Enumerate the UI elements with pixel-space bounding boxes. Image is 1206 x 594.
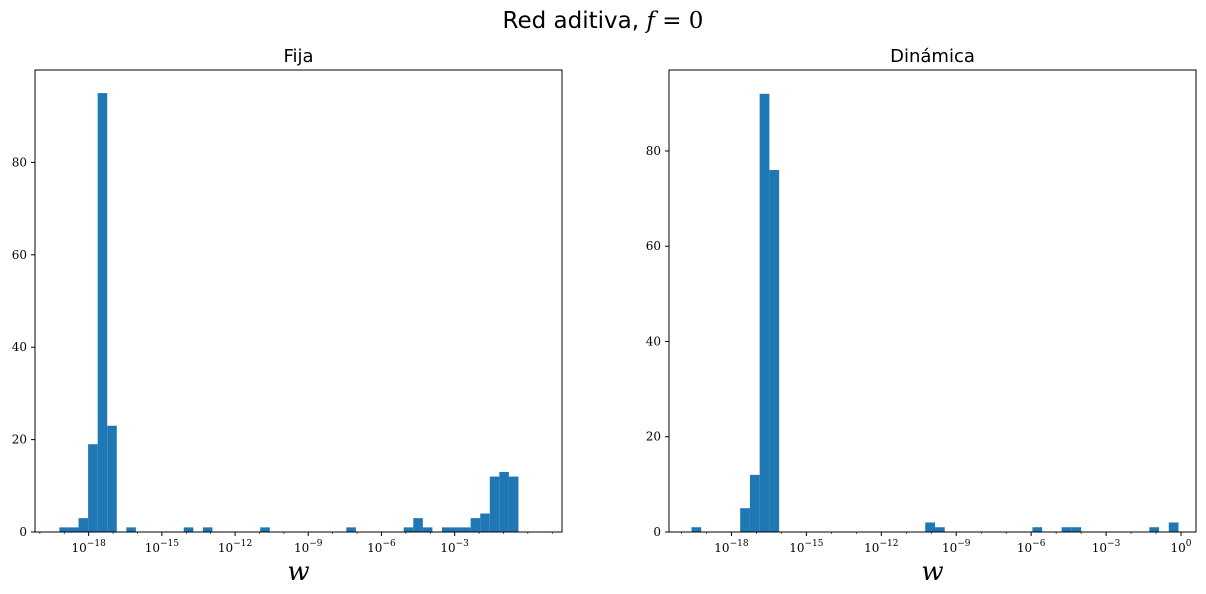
- y-tick-label: 80: [12, 155, 27, 169]
- panel-dinamica: Dinámica 10−18 10−15 10−12 10−9 10−6 10−3 100 0 2…: [646, 46, 1197, 587]
- histogram-bar: [183, 527, 194, 532]
- histogram-bar: [202, 527, 213, 532]
- x-tick-label: 10−18: [72, 539, 107, 555]
- panel-title: Fija: [283, 46, 313, 67]
- histogram-bar: [1061, 527, 1072, 532]
- x-tick-label: 10−12: [864, 539, 898, 555]
- suptitle-text: Red aditiva,: [503, 8, 647, 34]
- histogram-bar: [691, 527, 702, 532]
- y-tick-label: 20: [12, 433, 27, 447]
- axes-frame: [668, 69, 1197, 533]
- suptitle-math-rest: = 0: [655, 8, 704, 34]
- x-tick-label: 10−6: [367, 539, 396, 555]
- x-axis-label: w: [921, 557, 943, 587]
- y-tick-label: 40: [646, 334, 661, 348]
- histogram-bar: [78, 518, 89, 532]
- histogram-bar: [1032, 527, 1043, 532]
- histogram-bar: [126, 527, 136, 532]
- x-tick-label: 10−15: [145, 539, 180, 555]
- panel-fija: Fija 10−18 10−15 10−12 10−9 10−6 10−3 0 20 40 60 80…: [12, 46, 563, 587]
- figure-suptitle: Red aditiva, f = 0: [503, 8, 704, 34]
- y-tick-label: 20: [646, 430, 661, 444]
- histogram-bar: [740, 508, 750, 532]
- histogram-bar: [68, 527, 79, 532]
- y-tick-label: 40: [12, 340, 27, 354]
- histogram-bar: [260, 527, 270, 532]
- histogram-bar: [489, 476, 500, 532]
- histogram-bar: [470, 518, 481, 532]
- x-tick-label: 10−12: [218, 539, 252, 555]
- histogram-bar: [88, 444, 98, 532]
- suptitle-math-var: f: [644, 8, 658, 34]
- histogram-bar: [508, 476, 519, 532]
- x-tick-label: 10−9: [294, 539, 323, 555]
- histogram-bar: [59, 527, 69, 532]
- y-tick-label: 60: [646, 239, 661, 253]
- histogram-bar: [1149, 527, 1160, 532]
- histogram-bar: [499, 471, 509, 532]
- y-tick-label: 0: [653, 525, 661, 539]
- histogram-bar: [346, 527, 356, 532]
- histogram-bar: [403, 527, 414, 532]
- histogram-bar: [925, 522, 935, 532]
- x-axis-label: w: [287, 557, 309, 587]
- histogram-bar: [749, 474, 760, 532]
- histogram-bar: [97, 93, 108, 532]
- histogram-bar: [1071, 527, 1082, 532]
- histogram-bar: [480, 513, 490, 532]
- x-tick-label: 10−3: [1092, 539, 1121, 555]
- x-tick-label: 10−3: [440, 539, 469, 555]
- x-tick-label: 10−15: [789, 539, 824, 555]
- histogram-bar: [441, 527, 452, 532]
- histogram-bar: [934, 527, 945, 532]
- x-tick-label: 10−9: [942, 539, 971, 555]
- histogram-bar: [1168, 522, 1179, 532]
- y-tick-label: 60: [12, 248, 27, 262]
- histogram-bar: [422, 527, 433, 532]
- histogram-bar: [107, 425, 117, 532]
- x-tick-label: 100: [1171, 539, 1192, 555]
- panel-title: Dinámica: [890, 46, 975, 67]
- histogram-bar: [413, 518, 423, 532]
- x-tick-label: 10−6: [1017, 539, 1046, 555]
- y-tick-label: 0: [19, 525, 27, 539]
- histogram-bar: [451, 527, 462, 532]
- histogram-bar: [461, 527, 471, 532]
- axes-frame: [34, 69, 563, 533]
- x-tick-label: 10−18: [714, 539, 749, 555]
- y-tick-label: 80: [646, 144, 661, 158]
- histogram-bar: [769, 170, 780, 532]
- histogram-bar: [759, 93, 770, 533]
